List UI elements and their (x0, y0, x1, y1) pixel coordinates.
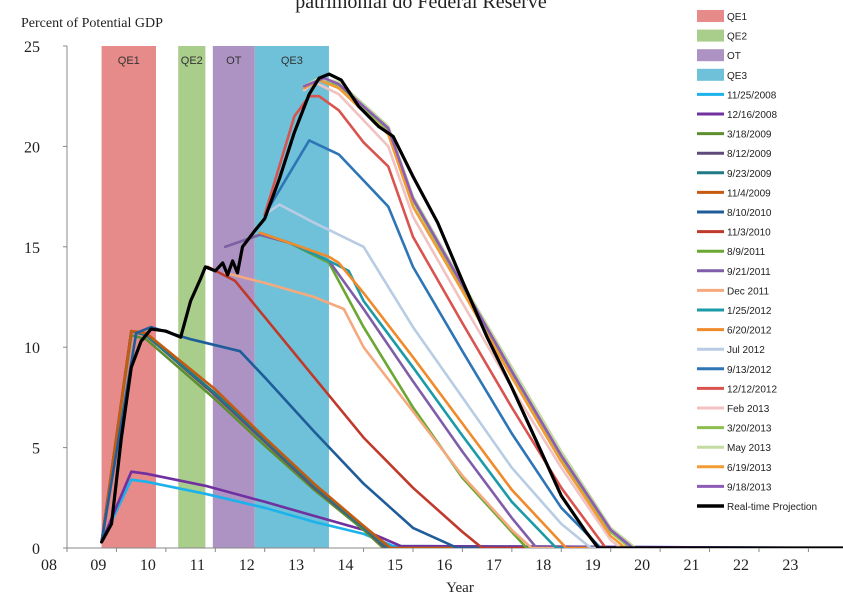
series-line-7 (206, 265, 843, 548)
legend-label: 9/23/2009 (727, 169, 772, 180)
legend-label: 11/4/2009 (727, 188, 771, 199)
x-tick-label: 09 (90, 557, 106, 574)
band-label-qe2: QE2 (181, 55, 203, 67)
x-tick-label: 13 (288, 557, 304, 574)
series-line-14 (263, 139, 843, 548)
series-line-19 (302, 78, 843, 548)
legend-label: 12/12/2012 (727, 384, 777, 395)
legend-label: 9/18/2013 (727, 482, 772, 493)
legend-label: 8/10/2010 (727, 208, 772, 219)
legend-label: 11/25/2008 (727, 90, 777, 101)
legend-swatch (697, 29, 724, 42)
x-tick-label: 11 (190, 557, 205, 574)
series-line-13 (263, 203, 843, 548)
x-tick-label: 19 (585, 557, 601, 574)
series-line-10 (223, 271, 843, 548)
series-line-1 (100, 470, 843, 548)
legend-swatch (697, 49, 724, 62)
legend-swatch (697, 10, 724, 22)
legend-label: Jul 2012 (727, 345, 765, 356)
legend-label: May 2013 (727, 443, 771, 454)
chart-title: patrimonial do Federal Reserve (295, 0, 547, 13)
legend-label: 11/3/2010 (727, 228, 771, 239)
legend-label: OT (727, 51, 741, 62)
x-tick-label: 12 (239, 557, 255, 574)
legend-label: 6/19/2013 (727, 463, 772, 474)
y-axis-label: Percent of Potential GDP (21, 16, 163, 31)
series-line-6 (100, 325, 843, 548)
legend-label: 8/12/2009 (727, 149, 772, 160)
band-label-ot: OT (226, 55, 242, 67)
legend-swatch (697, 68, 724, 81)
series-line-11 (258, 231, 843, 548)
x-tick-label: 23 (782, 557, 798, 574)
y-tick-label: 15 (24, 240, 40, 257)
x-tick-label: 17 (486, 557, 502, 574)
legend-label: 3/20/2013 (727, 424, 772, 435)
x-tick-label: 22 (733, 557, 749, 574)
x-tick-label: 20 (634, 557, 650, 574)
series-line-20 (302, 76, 843, 548)
x-tick-label: 14 (338, 557, 354, 574)
band-qe1 (101, 46, 156, 548)
series-line-12 (258, 231, 843, 548)
x-tick-label: 08 (41, 557, 57, 574)
y-tick-label: 0 (32, 541, 40, 558)
x-tick-label: 16 (436, 557, 452, 574)
x-tick-label: 15 (387, 557, 403, 574)
legend-label: 8/9/2011 (727, 247, 766, 258)
x-axis-label: Year (446, 580, 474, 596)
legend-label: 3/18/2009 (727, 130, 772, 141)
x-tick-label: 18 (535, 557, 551, 574)
legend-label: 9/13/2012 (727, 365, 772, 376)
legend-label: QE3 (727, 71, 747, 82)
series-line-16 (302, 80, 843, 548)
legend-label: 9/21/2011 (727, 267, 771, 278)
legend-label: QE1 (727, 12, 747, 23)
y-tick-label: 25 (24, 39, 40, 56)
band-label-qe3: QE3 (281, 55, 303, 67)
x-tick-label: 21 (684, 557, 700, 574)
y-tick-label: 10 (24, 340, 40, 357)
legend-label: 12/16/2008 (727, 110, 777, 121)
band-label-qe1: QE1 (118, 55, 140, 67)
legend-label: 1/25/2012 (727, 306, 772, 317)
legend-label: Feb 2013 (727, 404, 770, 415)
legend-label: Dec 2011 (727, 286, 770, 297)
legend-label: QE2 (727, 32, 747, 43)
legend-label: 6/20/2012 (727, 326, 772, 337)
legend-label: Real-time Projection (727, 502, 817, 513)
x-tick-label: 10 (140, 557, 156, 574)
y-tick-label: 5 (32, 441, 40, 458)
y-tick-label: 20 (24, 139, 40, 156)
series-line-21 (100, 72, 843, 548)
